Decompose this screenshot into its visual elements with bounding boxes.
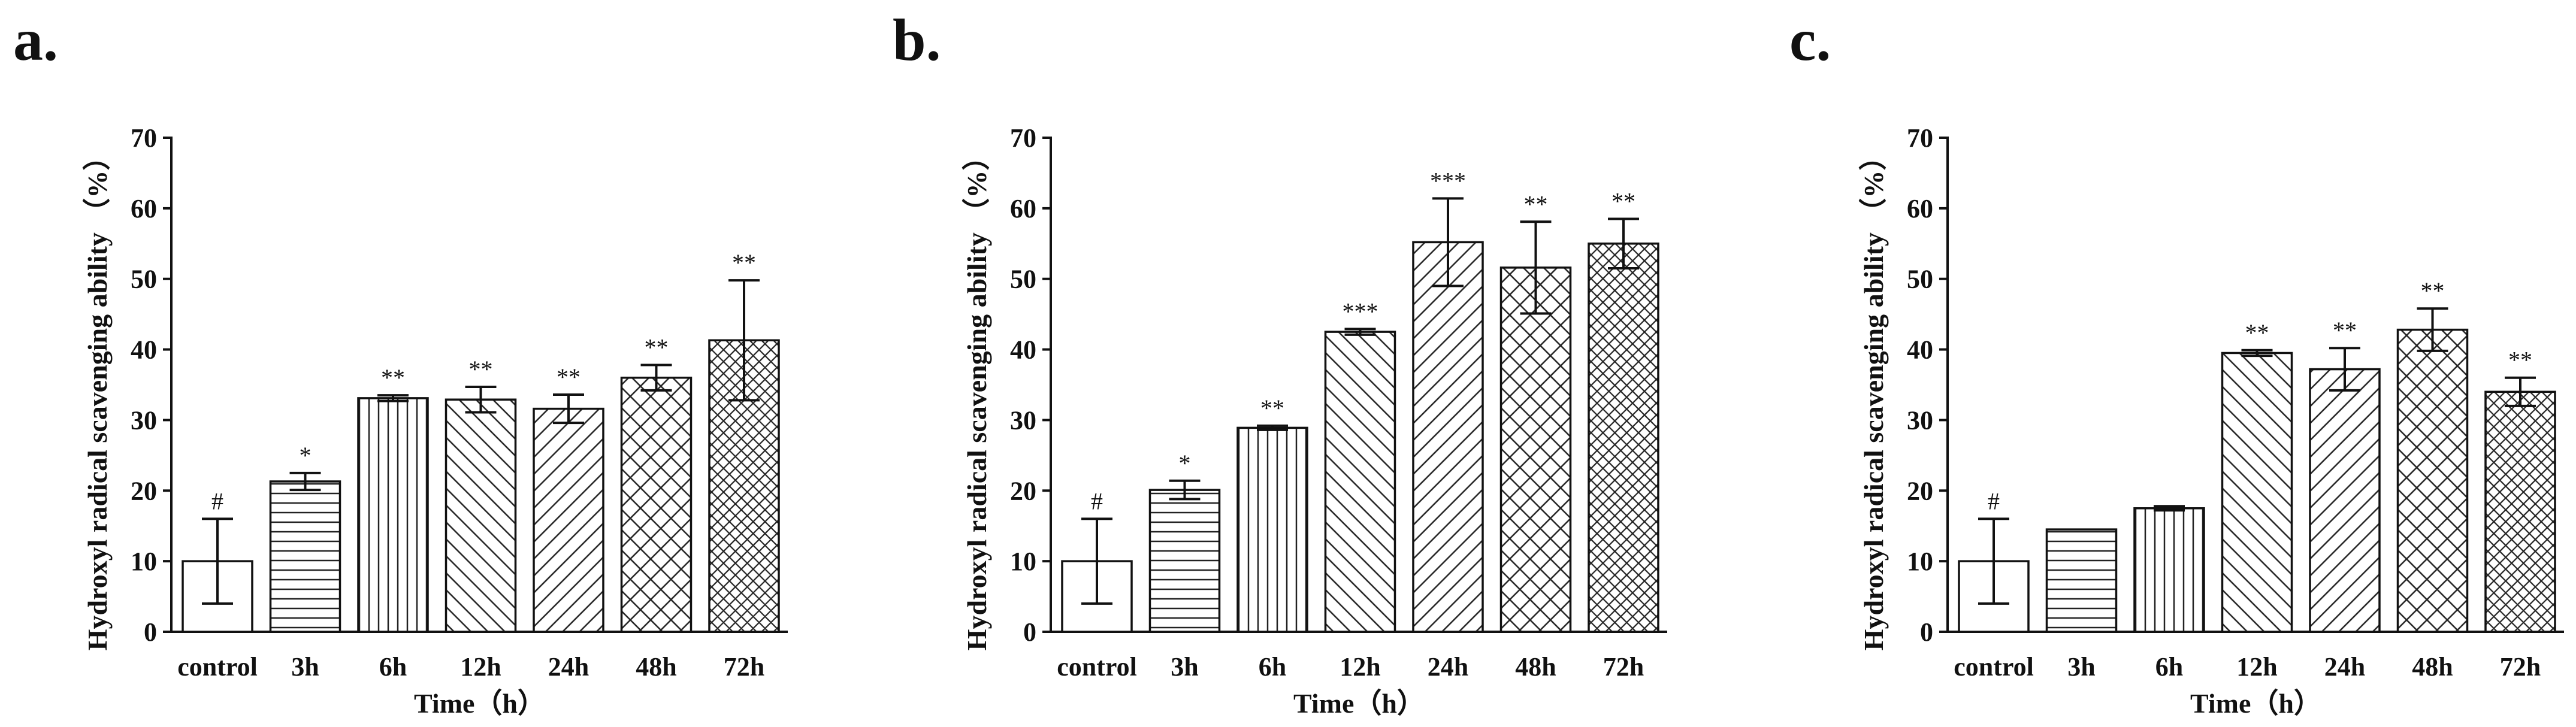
- chart-panel-a: a. 0 10 20 30 40 50 60 70 Hydroxyl radical scaven…: [13, 7, 788, 719]
- y-tick-label: 10: [1907, 547, 1933, 576]
- y-tick-label: 20: [1010, 476, 1036, 505]
- significance-marker: **: [381, 364, 405, 391]
- panel-label: a.: [13, 7, 58, 73]
- x-tick-label: 6h: [379, 652, 407, 681]
- significance-marker: **: [1611, 188, 1635, 215]
- y-tick-label: 30: [1010, 405, 1036, 435]
- bar-3h: [269, 480, 341, 633]
- y-axis-title: Hydroxyl radical scavenging ability （%）: [962, 143, 992, 651]
- y-tick-label: 70: [1907, 123, 1933, 153]
- bar-6h: [2133, 507, 2205, 633]
- significance-marker: *: [1179, 450, 1191, 477]
- y-tick-label: 0: [144, 617, 157, 647]
- y-tick-label: 50: [1907, 265, 1933, 294]
- significance-marker: ***: [1343, 298, 1378, 325]
- significance-marker: **: [1524, 190, 1548, 217]
- x-tick-label: 12h: [460, 652, 501, 681]
- significance-marker: #: [1988, 487, 2000, 514]
- y-tick-label: 0: [1023, 617, 1036, 647]
- bar-48h: [2396, 328, 2469, 633]
- bar-72h: [1588, 243, 1659, 633]
- significance-marker: ***: [1430, 167, 1466, 194]
- significance-marker: **: [2421, 277, 2445, 304]
- bar-48h: [620, 376, 693, 633]
- x-tick-label: control: [177, 652, 258, 681]
- y-tick-label: 70: [131, 123, 157, 153]
- bar-24h: [1412, 241, 1484, 633]
- x-tick-label: control: [1954, 652, 2034, 681]
- panel-label: c.: [1789, 7, 1831, 73]
- significance-marker: **: [557, 364, 580, 390]
- x-tick-label: control: [1057, 652, 1137, 681]
- y-tick-label: 30: [131, 405, 157, 435]
- significance-marker: **: [2245, 319, 2269, 346]
- y-tick-label: 50: [1010, 265, 1036, 294]
- bar-48h: [1499, 266, 1572, 633]
- x-tick-label: 72h: [2500, 652, 2541, 681]
- bar-6h: [357, 397, 429, 633]
- significance-marker: **: [469, 356, 493, 383]
- bar-3h: [2045, 528, 2118, 633]
- significance-marker: **: [732, 249, 756, 276]
- x-tick-label: 72h: [724, 652, 764, 681]
- x-tick-label: 3h: [291, 652, 319, 681]
- significance-marker: #: [211, 487, 223, 514]
- y-tick-label: 10: [1010, 547, 1036, 576]
- y-axis-title: Hydroxyl radical scavenging ability （%）: [82, 143, 113, 651]
- x-axis-title: Time（h）: [414, 688, 545, 719]
- bar-6h: [1236, 426, 1308, 633]
- bar-24h: [2309, 368, 2381, 633]
- x-axis-title: Time（h）: [1293, 688, 1425, 719]
- y-tick-label: 60: [131, 194, 157, 223]
- y-tick-label: 40: [1907, 335, 1933, 365]
- y-tick-label: 10: [131, 547, 157, 576]
- x-tick-label: 12h: [1340, 652, 1380, 681]
- x-tick-label: 24h: [2324, 652, 2365, 681]
- y-tick-label: 40: [131, 335, 157, 365]
- x-tick-label: 12h: [2236, 652, 2277, 681]
- y-tick-label: 20: [131, 476, 157, 505]
- significance-marker: **: [2508, 347, 2532, 374]
- significance-marker: **: [1260, 395, 1284, 422]
- y-axis-title: Hydroxyl radical scavenging ability （%）: [1858, 143, 1889, 651]
- y-tick-label: 50: [131, 265, 157, 294]
- bar-24h: [533, 407, 604, 633]
- bar-12h: [1324, 331, 1396, 633]
- y-tick-label: 40: [1010, 335, 1036, 365]
- bar-72h: [2484, 390, 2556, 633]
- x-tick-label: 6h: [1259, 652, 1286, 681]
- x-tick-label: 24h: [548, 652, 589, 681]
- bar-12h: [445, 398, 517, 633]
- x-tick-label: 3h: [1171, 652, 1198, 681]
- chart-panel-c: c. 0 10 20 30 40 50 60 70 Hydroxyl radical scaven…: [1789, 7, 2564, 719]
- significance-marker: #: [1091, 487, 1103, 514]
- significance-marker: **: [2333, 317, 2357, 344]
- x-tick-label: 48h: [2412, 652, 2453, 681]
- x-tick-label: 72h: [1603, 652, 1644, 681]
- y-tick-label: 60: [1907, 194, 1933, 223]
- y-tick-label: 70: [1010, 123, 1036, 153]
- x-tick-label: 6h: [2155, 652, 2183, 681]
- bar-12h: [2221, 352, 2293, 633]
- panel-label: b.: [893, 7, 941, 73]
- chart-panel-b: b. 0 10 20 30 40 50 60 70 Hydroxyl radical scaven…: [893, 7, 1667, 719]
- x-tick-label: 48h: [1515, 652, 1556, 681]
- y-tick-label: 20: [1907, 476, 1933, 505]
- y-tick-label: 0: [1920, 617, 1933, 647]
- bar-3h: [1148, 489, 1221, 633]
- x-tick-label: 48h: [636, 652, 676, 681]
- significance-marker: *: [300, 442, 312, 469]
- y-tick-label: 60: [1010, 194, 1036, 223]
- x-tick-label: 24h: [1428, 652, 1468, 681]
- significance-marker: **: [645, 334, 669, 361]
- x-axis-title: Time（h）: [2190, 688, 2321, 719]
- y-tick-label: 30: [1907, 405, 1933, 435]
- x-tick-label: 3h: [2067, 652, 2095, 681]
